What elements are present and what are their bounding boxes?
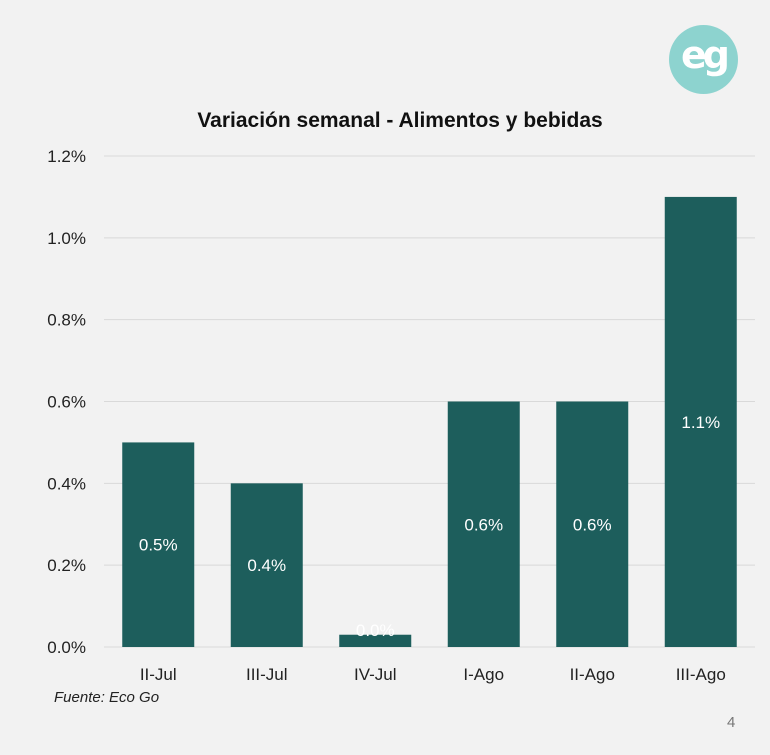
source-note: Fuente: Eco Go [54,689,160,706]
x-tick-label: II-Ago [570,665,615,684]
chart-title: Variación semanal - Alimentos y bebidas [197,109,603,132]
bar [122,442,195,647]
logo-text: eg [681,33,730,77]
bar [447,401,520,647]
bar [339,634,412,647]
y-tick-label: 0.2% [47,556,86,575]
page-number: 4 [727,714,736,731]
x-tick-label: I-Ago [463,665,504,684]
data-labels: 0.5% 0.4% 0.0% 0.6% 0.6% 1.1% [139,413,720,640]
data-label: 0.5% [139,536,178,555]
y-tick-label: 0.0% [47,638,86,657]
x-tick-label: III-Ago [676,665,726,684]
y-tick-label: 1.0% [47,229,86,248]
x-tick-label: II-Jul [140,665,177,684]
data-label: 0.0% [356,621,395,640]
y-tick-label: 0.8% [47,311,86,330]
y-tick-label: 0.6% [47,393,86,412]
eco-go-logo: eg [669,25,738,94]
bars [122,196,737,647]
bar [556,401,629,647]
bar [664,196,737,647]
data-label: 0.4% [247,556,286,575]
data-label: 0.6% [573,515,612,534]
y-tick-label: 1.2% [47,147,86,166]
x-axis-ticks: II-Jul III-Jul IV-Jul I-Ago II-Ago III-Ago [140,665,726,684]
gridlines [104,155,755,648]
y-axis-ticks: 0.0% 0.2% 0.4% 0.6% 0.8% 1.0% 1.2% [47,147,86,657]
x-tick-label: III-Jul [246,665,288,684]
x-tick-label: IV-Jul [354,665,397,684]
bar [230,483,303,647]
data-label: 0.6% [464,515,503,534]
y-tick-label: 0.4% [47,474,86,493]
data-label: 1.1% [681,413,720,432]
